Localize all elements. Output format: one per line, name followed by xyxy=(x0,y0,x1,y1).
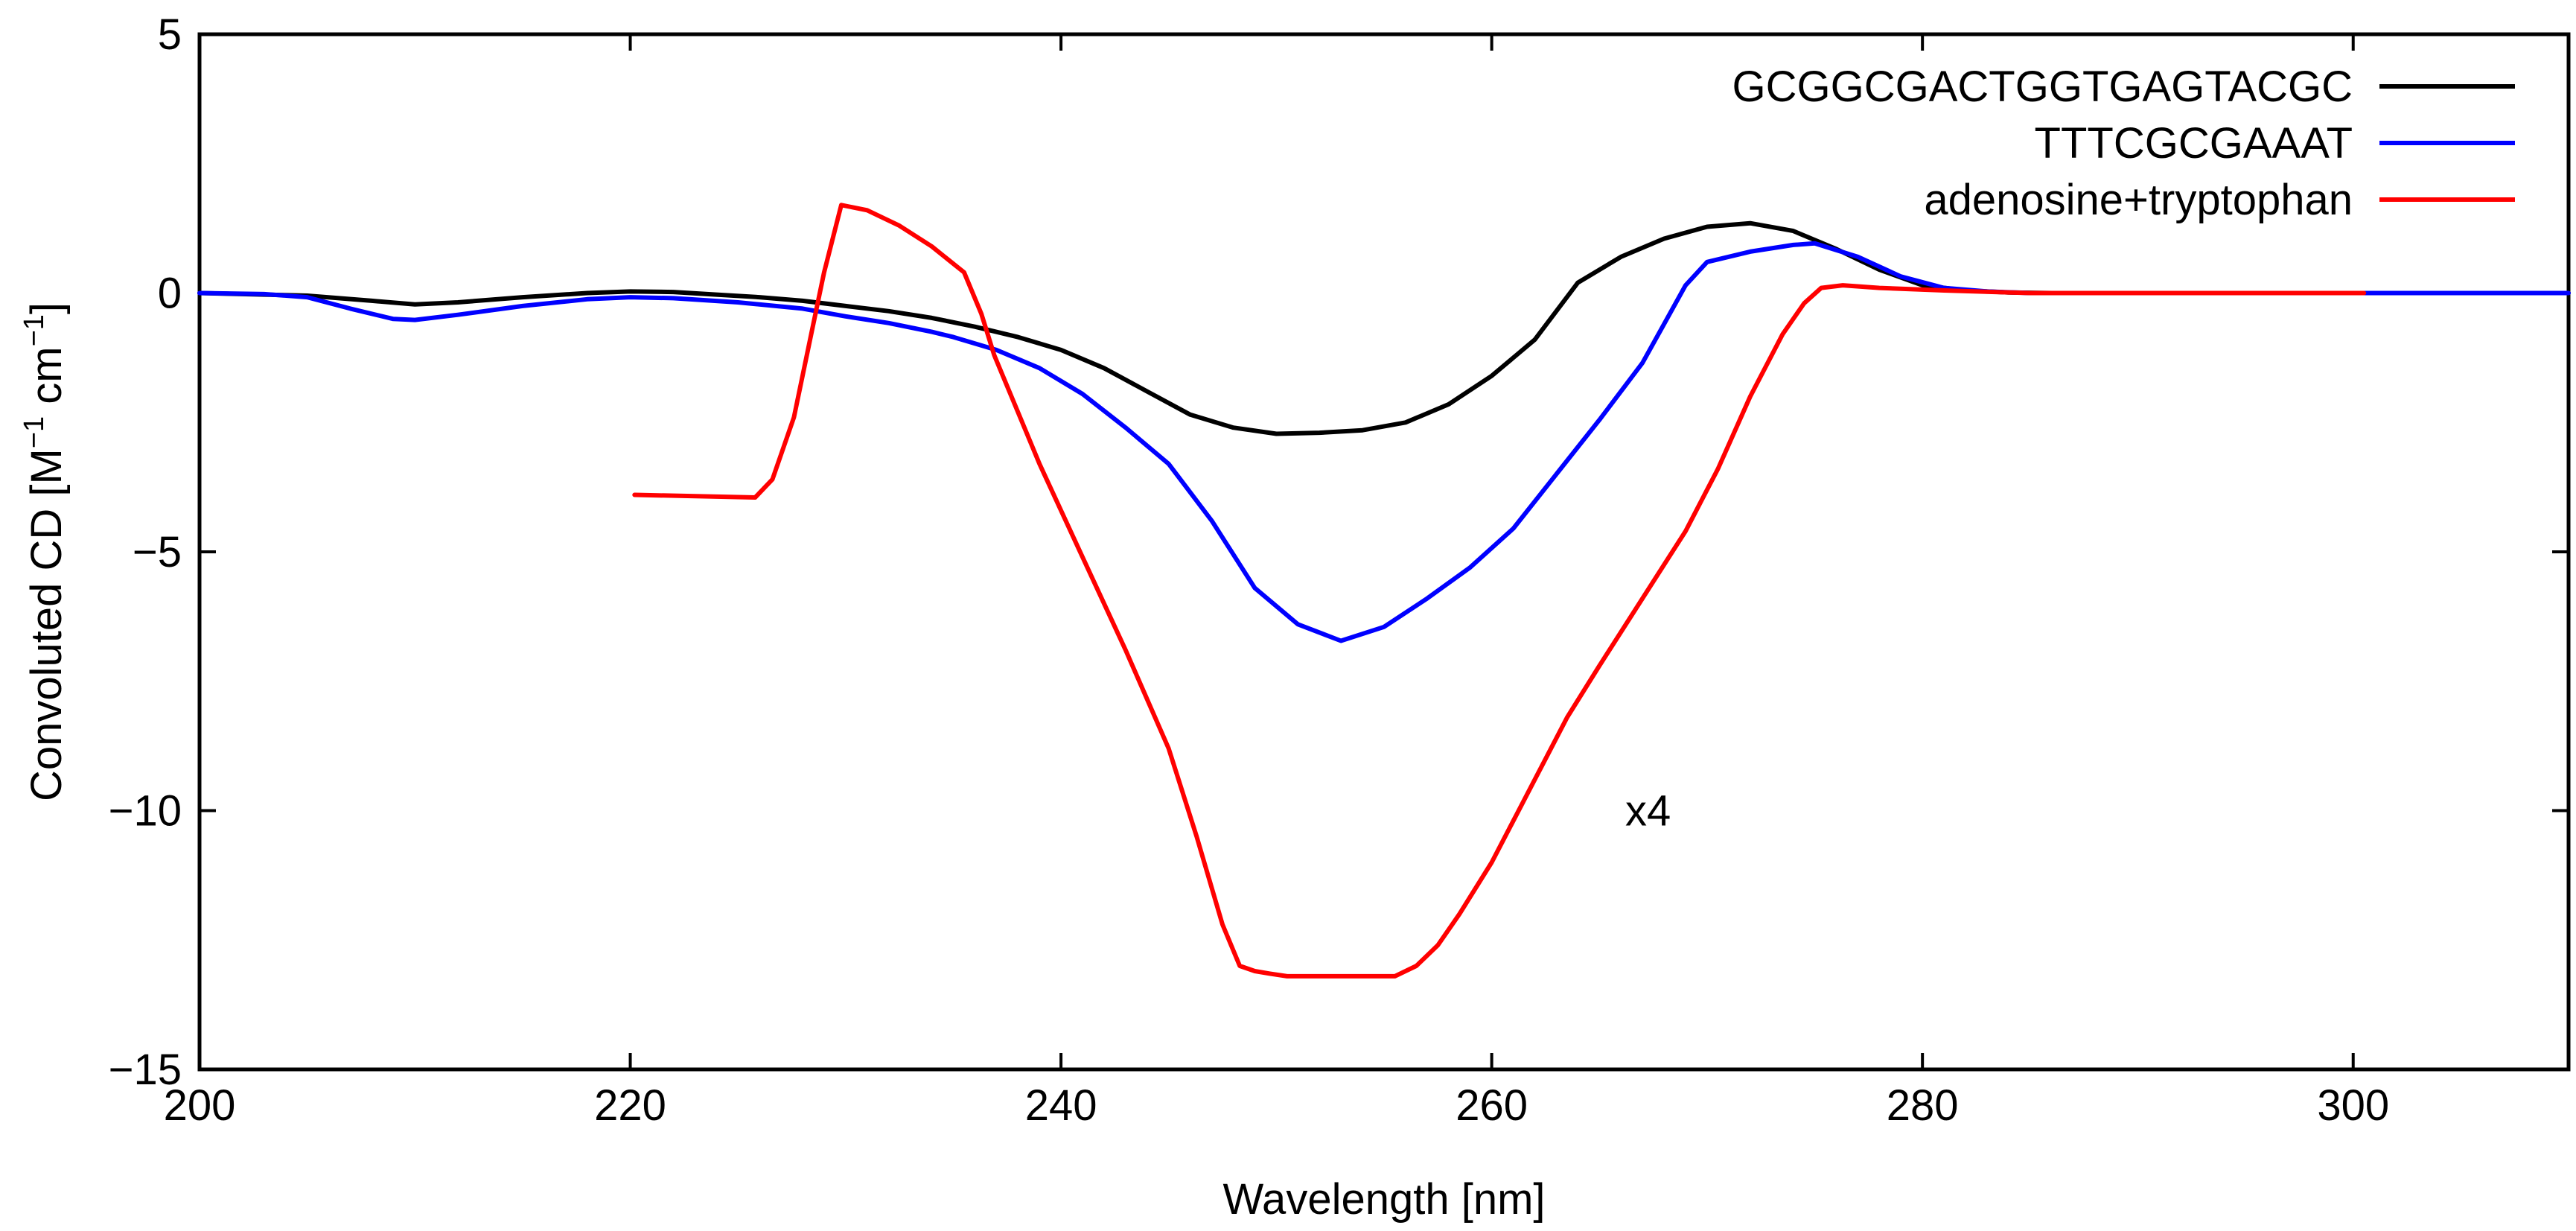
y-axis-label-mid: cm xyxy=(22,346,71,416)
legend-label-2: adenosine+tryptophan xyxy=(1924,176,2353,224)
legend: GCGGCGACTGGTGAGTACGC TTTCGCGAAAT adenosine… xyxy=(1732,63,2515,224)
y-tick-label: 5 xyxy=(158,10,182,59)
x-tick-label: 200 xyxy=(164,1081,236,1130)
series-line-0 xyxy=(197,220,2571,436)
y-axis-label: Convoluted CD [M−1 cm−1] xyxy=(19,302,71,801)
series-line-1 xyxy=(197,241,2571,643)
x-tick-label: 300 xyxy=(2317,1081,2389,1130)
y-axis-label-exp2: −1 xyxy=(19,314,50,346)
y-tick-label: −10 xyxy=(109,787,182,836)
series-layer xyxy=(197,203,2571,979)
y-axis-label-end: ] xyxy=(22,302,71,314)
y-tick-label: 0 xyxy=(158,270,182,318)
y-axis: 5 0 −5 −10 −15 xyxy=(109,10,2569,1094)
scale-annotation: x4 xyxy=(1625,787,1671,836)
series-line-2 xyxy=(632,203,2367,979)
y-tick-label: −5 xyxy=(133,528,182,576)
legend-label-1: TTTCGCGAAAT xyxy=(2035,119,2353,168)
y-axis-label-exp1: −1 xyxy=(19,416,50,448)
x-tick-label: 280 xyxy=(1887,1081,1959,1130)
x-tick-label: 260 xyxy=(1456,1081,1528,1130)
x-tick-label: 240 xyxy=(1025,1081,1097,1130)
x-axis-label: Wavelength [nm] xyxy=(1222,1175,1545,1224)
y-tick-label: −15 xyxy=(109,1046,182,1094)
y-axis-label-main: Convoluted CD [M xyxy=(22,448,71,801)
x-axis: 200 220 240 260 280 300 xyxy=(164,34,2389,1130)
legend-label-0: GCGGCGACTGGTGAGTACGC xyxy=(1732,63,2353,111)
x-tick-label: 220 xyxy=(594,1081,666,1130)
